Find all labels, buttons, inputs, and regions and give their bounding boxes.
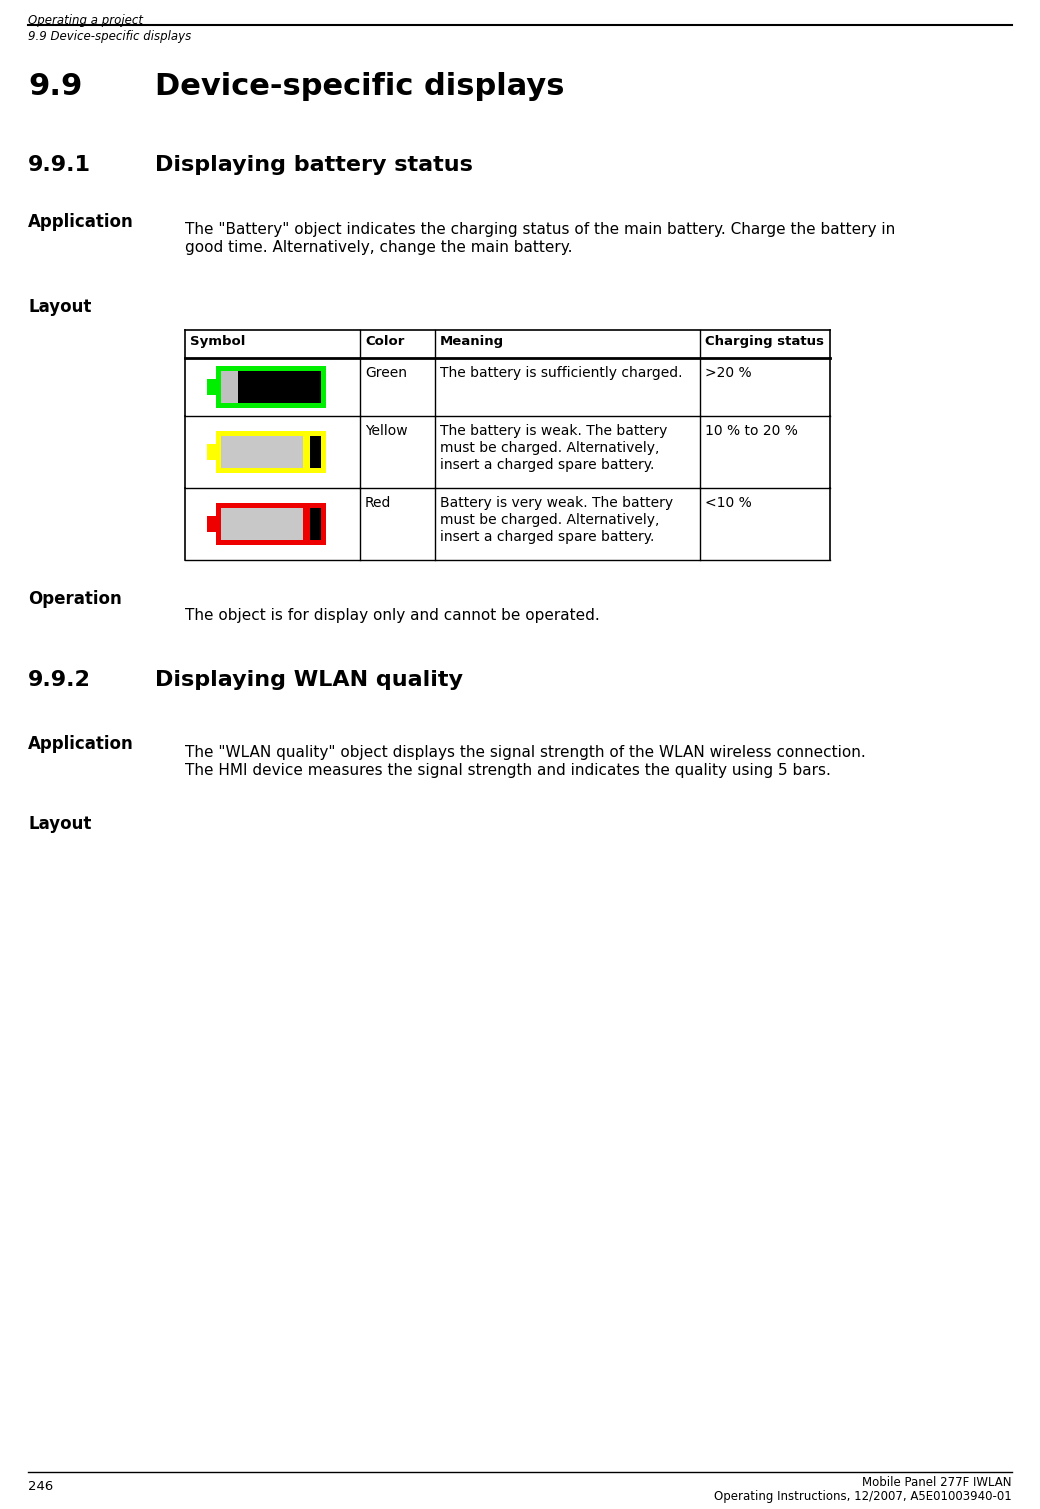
Bar (207, 379, 215, 395)
Text: Operating Instructions, 12/2007, A5E01003940-01: Operating Instructions, 12/2007, A5E0100… (714, 1489, 1012, 1503)
Bar (237, 371, 320, 403)
Text: Application: Application (28, 735, 134, 753)
Text: Green: Green (365, 367, 407, 380)
Text: The "Battery" object indicates the charging status of the main battery. Charge t: The "Battery" object indicates the charg… (185, 222, 895, 237)
Bar (215, 502, 326, 545)
Text: Yellow: Yellow (365, 424, 408, 438)
Text: 9.9.1: 9.9.1 (28, 155, 92, 175)
Bar (207, 516, 215, 533)
Text: insert a charged spare battery.: insert a charged spare battery. (440, 459, 654, 472)
Text: 9.9: 9.9 (28, 72, 82, 101)
Bar (215, 367, 326, 407)
Text: The object is for display only and cannot be operated.: The object is for display only and canno… (185, 608, 600, 623)
Text: Meaning: Meaning (440, 335, 504, 349)
Text: Operating a project: Operating a project (28, 14, 144, 27)
Text: Device-specific displays: Device-specific displays (155, 72, 565, 101)
Text: The battery is weak. The battery: The battery is weak. The battery (440, 424, 668, 438)
Text: Layout: Layout (28, 815, 92, 833)
Bar (310, 436, 320, 468)
Text: Color: Color (365, 335, 405, 349)
Text: <10 %: <10 % (705, 496, 752, 510)
Text: 246: 246 (28, 1480, 53, 1492)
Text: must be charged. Alternatively,: must be charged. Alternatively, (440, 513, 659, 527)
Text: Battery is very weak. The battery: Battery is very weak. The battery (440, 496, 673, 510)
Bar (220, 509, 303, 540)
Text: Layout: Layout (28, 297, 92, 315)
Text: The "WLAN quality" object displays the signal strength of the WLAN wireless conn: The "WLAN quality" object displays the s… (185, 745, 865, 761)
Text: Displaying battery status: Displaying battery status (155, 155, 473, 175)
Bar (220, 436, 303, 468)
Bar (220, 371, 237, 403)
Text: insert a charged spare battery.: insert a charged spare battery. (440, 530, 654, 545)
Text: Displaying WLAN quality: Displaying WLAN quality (155, 670, 463, 690)
Text: 10 % to 20 %: 10 % to 20 % (705, 424, 798, 438)
Text: Operation: Operation (28, 590, 122, 608)
Bar (310, 509, 320, 540)
Text: 9.9 Device-specific displays: 9.9 Device-specific displays (28, 30, 191, 42)
Text: good time. Alternatively, change the main battery.: good time. Alternatively, change the mai… (185, 240, 572, 255)
Text: Mobile Panel 277F IWLAN: Mobile Panel 277F IWLAN (862, 1476, 1012, 1489)
Text: The battery is sufficiently charged.: The battery is sufficiently charged. (440, 367, 682, 380)
Text: 9.9.2: 9.9.2 (28, 670, 90, 690)
Text: The HMI device measures the signal strength and indicates the quality using 5 ba: The HMI device measures the signal stren… (185, 764, 831, 779)
Text: Charging status: Charging status (705, 335, 824, 349)
Text: Application: Application (28, 213, 134, 231)
Text: must be charged. Alternatively,: must be charged. Alternatively, (440, 441, 659, 456)
Bar (207, 444, 215, 460)
Bar (215, 432, 326, 472)
Text: Red: Red (365, 496, 391, 510)
Text: >20 %: >20 % (705, 367, 752, 380)
Text: Symbol: Symbol (190, 335, 245, 349)
